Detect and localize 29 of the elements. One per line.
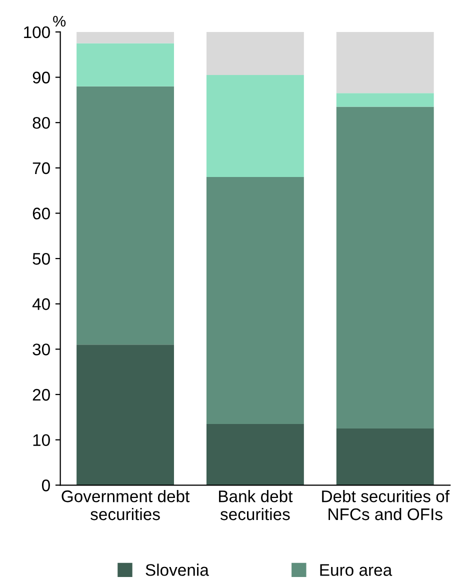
bar [336, 93, 434, 107]
y-tick-label: 0 [42, 480, 50, 492]
y-axis-title: % [53, 16, 66, 27]
x-tick-label: Debt securities of NFCs and OFIs [322, 490, 450, 520]
bar [76, 344, 174, 486]
y-tick-label: 100 [24, 26, 50, 38]
y-tick-label: 20 [32, 388, 50, 401]
bar [76, 86, 174, 345]
bar [206, 75, 304, 177]
legend-label: Slovenia [146, 564, 209, 576]
bar [336, 106, 434, 428]
bar [76, 32, 174, 44]
x-tick-label: Bank debt securities [219, 490, 293, 520]
y-tick-label: 30 [32, 344, 50, 356]
y-tick-label: 40 [32, 298, 50, 310]
bar [206, 176, 304, 424]
bar [336, 428, 434, 486]
bar [336, 32, 434, 94]
y-tick-label: 80 [32, 116, 50, 129]
bar [76, 43, 174, 86]
bar [206, 32, 304, 76]
y-tick-label: 70 [32, 162, 50, 174]
bar [206, 424, 304, 486]
y-tick-label: 60 [32, 208, 50, 220]
legend-label: Euro area [320, 564, 392, 576]
y-tick-label: 50 [32, 252, 50, 265]
y-tick-label: 90 [32, 72, 50, 84]
y-tick-label: 10 [33, 434, 50, 446]
x-tick-label: Government debt securities [62, 490, 190, 520]
